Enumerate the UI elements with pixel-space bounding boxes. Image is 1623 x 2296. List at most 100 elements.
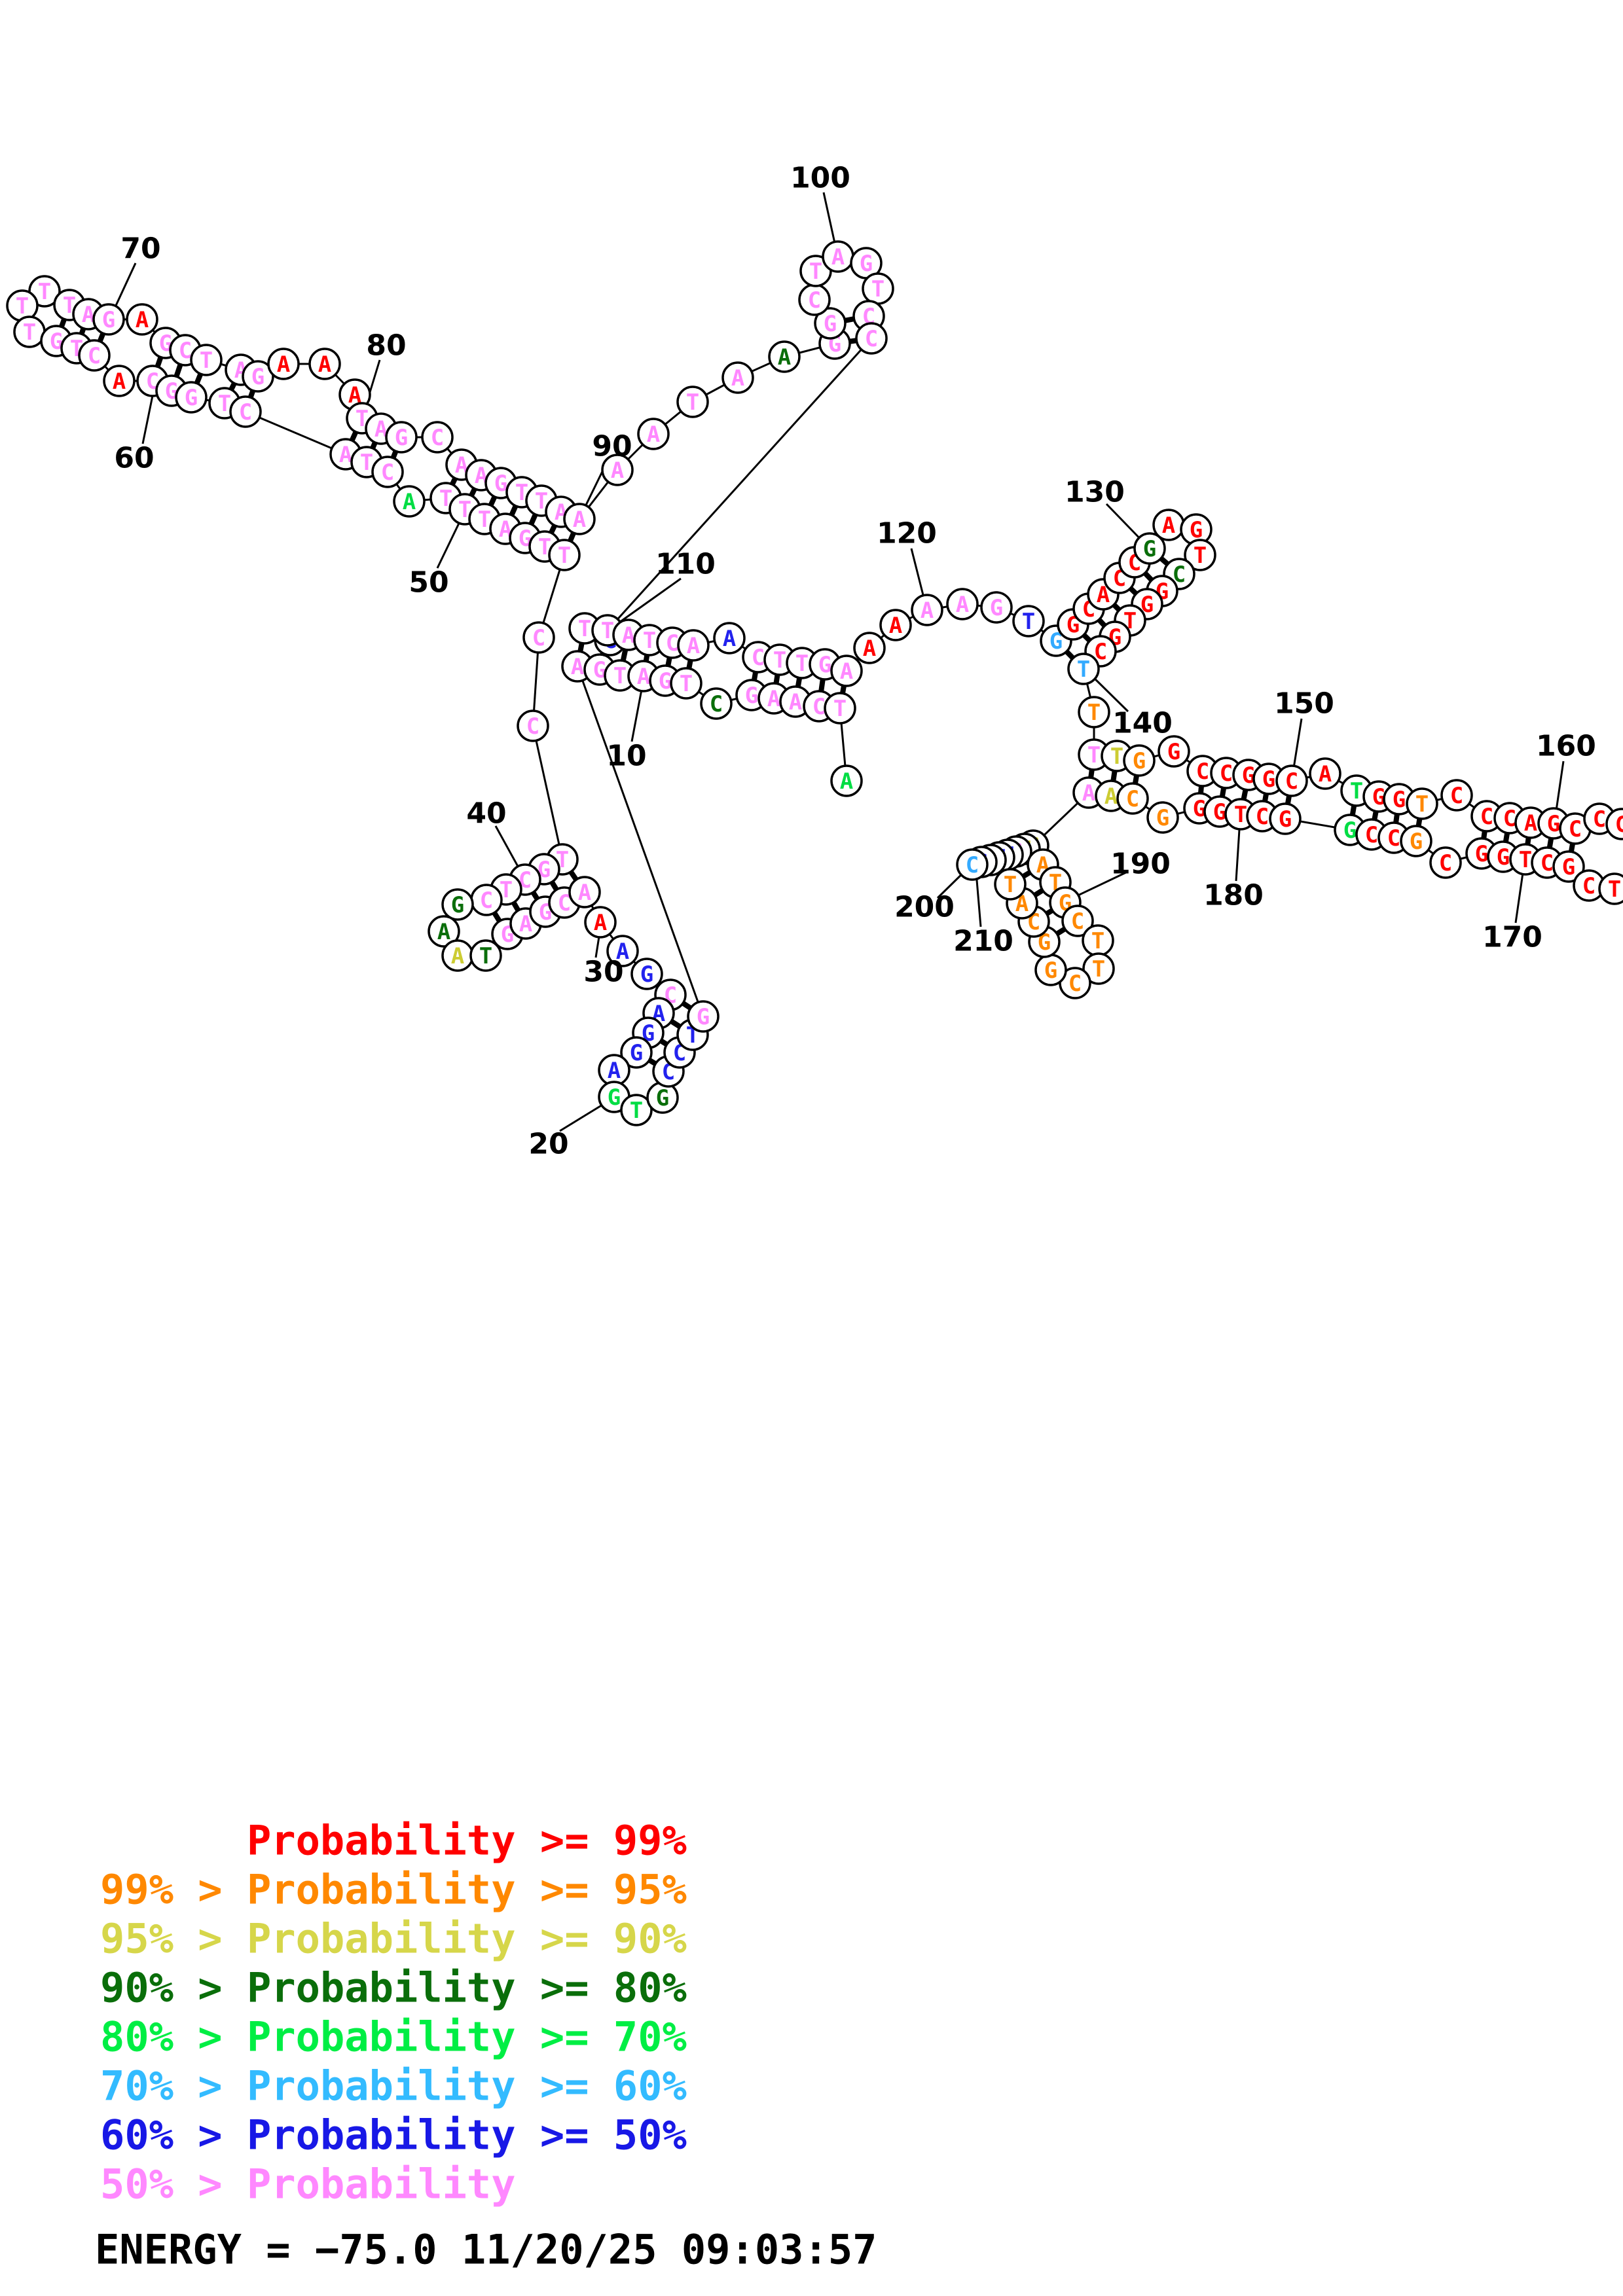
nucleotide-letter: G <box>1562 854 1575 880</box>
nucleotide-circle <box>1406 787 1438 820</box>
nucleotide-letter: T <box>479 943 492 969</box>
nucleotide-letter: G <box>990 595 1003 621</box>
nucleotide-letter: T <box>538 534 551 560</box>
nucleotide: A <box>768 340 801 373</box>
nucleotide-letter: A <box>1097 582 1110 608</box>
nucleotide: C <box>1440 779 1473 812</box>
nucleotide: A <box>627 660 660 692</box>
nucleotide: G <box>1158 735 1190 768</box>
legend-row: 50% > Probability <box>100 2161 516 2208</box>
nucleotide: A <box>1152 509 1185 541</box>
nucleotide-letter: T <box>871 276 884 302</box>
nucleotide-letter: C <box>1450 783 1463 809</box>
nucleotide-circle <box>568 876 601 908</box>
nucleotide: C <box>1470 800 1503 833</box>
nucleotide-letter: A <box>578 880 591 906</box>
nucleotide-circle <box>428 915 460 948</box>
nucleotide: G <box>1552 850 1585 883</box>
nucleotide-letter: C <box>1285 768 1298 795</box>
nucleotide-letter: A <box>767 686 780 712</box>
nucleotide-letter: T <box>1519 847 1532 873</box>
nucleotide-letter: C <box>381 459 394 486</box>
nucleotide-letter: G <box>745 683 758 709</box>
nucleotide-letter: G <box>608 1085 621 1111</box>
nucleotide-circle <box>175 381 208 414</box>
nucleotide-letter: G <box>1393 787 1406 813</box>
nucleotide-circle <box>393 485 426 518</box>
nucleotide: T <box>994 868 1027 901</box>
nucleotide-letter: C <box>1480 804 1493 830</box>
position-label: 70 <box>120 232 160 266</box>
nucleotide-letter: T <box>643 628 656 654</box>
nucleotide: C <box>78 339 111 372</box>
nucleotide-letter: C <box>179 338 192 364</box>
nucleotide-letter: C <box>526 713 539 740</box>
nucleotide-letter: A <box>789 689 802 715</box>
nucleotide: A <box>563 503 596 535</box>
nucleotide: G <box>1123 744 1156 777</box>
nucleotide-letter: G <box>824 311 837 337</box>
nucleotide-circle <box>92 303 125 336</box>
nucleotide: C <box>1116 782 1149 815</box>
energy-text: ENERGY = −75.0 11/20/25 09:03:57 <box>95 2226 877 2274</box>
nucleotide: T <box>786 647 818 679</box>
nucleotide-letter: C <box>1220 761 1233 787</box>
nucleotide-letter: A <box>519 911 532 937</box>
nucleotide-circle <box>1146 801 1179 834</box>
nucleotide: C <box>1061 905 1094 937</box>
nucleotide-letter: G <box>1343 817 1357 844</box>
nucleotide: A <box>830 764 863 797</box>
position-label: 180 <box>1203 879 1264 912</box>
nucleotide-letter: C <box>808 287 821 314</box>
nucleotide-letter: G <box>1262 766 1275 793</box>
nucleotide-letter: G <box>860 251 873 277</box>
nucleotide-letter: A <box>921 598 934 624</box>
nucleotide-circle <box>911 594 943 626</box>
nucleotide-letter: C <box>1593 806 1606 833</box>
nucleotide: G <box>630 958 663 990</box>
nucleotide: G <box>441 888 474 921</box>
nucleotide: G <box>242 360 274 393</box>
nucleotide-circle <box>103 365 136 397</box>
nucleotide: A <box>606 935 639 967</box>
nucleotide: A <box>126 303 158 336</box>
nucleotide-letter: G <box>251 364 264 390</box>
nucleotide: T <box>1012 605 1045 637</box>
nucleotide-letter: T <box>1077 656 1090 683</box>
nucleotide: A <box>721 361 754 394</box>
nucleotide-letter: T <box>1091 928 1104 954</box>
legend-row: 70% > Probability >= 60% <box>100 2062 687 2110</box>
position-label: 60 <box>114 442 154 475</box>
nucleotide-letter: T <box>23 319 36 346</box>
position-label: 40 <box>466 797 506 831</box>
nucleotide: T <box>6 289 39 322</box>
nucleotide-letter: A <box>616 939 629 965</box>
nucleotide: G <box>92 303 125 336</box>
nucleotide-letter: C <box>239 399 252 425</box>
position-label: 90 <box>592 430 632 463</box>
nucleotide-letter: C <box>1387 825 1400 852</box>
nucleotide-circle <box>956 848 989 881</box>
nucleotide-circle <box>1158 735 1190 768</box>
nucleotide-letter: C <box>88 343 101 369</box>
nucleotide-circle <box>853 632 886 664</box>
nucleotide: T <box>799 255 832 287</box>
nucleotide-circle <box>371 456 404 488</box>
nucleotide-letter: C <box>1196 759 1209 785</box>
nucleotide-circle <box>548 539 581 571</box>
nucleotide: C <box>1275 764 1308 797</box>
nucleotide-circle <box>441 888 474 921</box>
nucleotide-letter: T <box>680 671 693 697</box>
nucleotide-letter: A <box>437 919 450 945</box>
nucleotide-letter: A <box>451 943 464 969</box>
nucleotide-letter: A <box>1162 512 1175 539</box>
nucleotide: G <box>687 1000 720 1033</box>
nucleotide: G <box>385 421 418 454</box>
nucleotide: C <box>1605 808 1623 840</box>
nucleotide-letter: G <box>1475 841 1488 867</box>
nucleotide-letter: T <box>601 618 614 644</box>
nucleotide-circle <box>421 421 454 454</box>
nucleotide-letter: T <box>1087 742 1101 768</box>
nucleotide: C <box>1573 869 1605 902</box>
